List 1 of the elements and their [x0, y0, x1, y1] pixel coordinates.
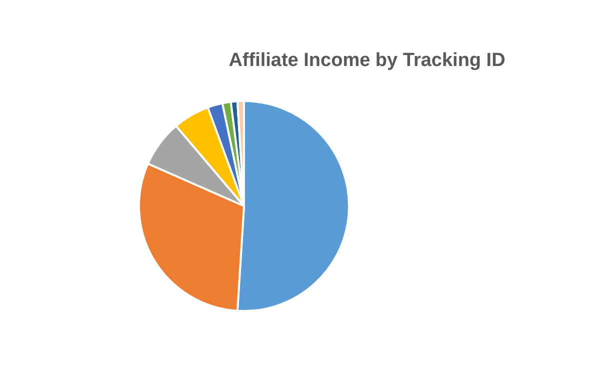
chart-title: Affiliate Income by Tracking ID: [228, 50, 506, 72]
